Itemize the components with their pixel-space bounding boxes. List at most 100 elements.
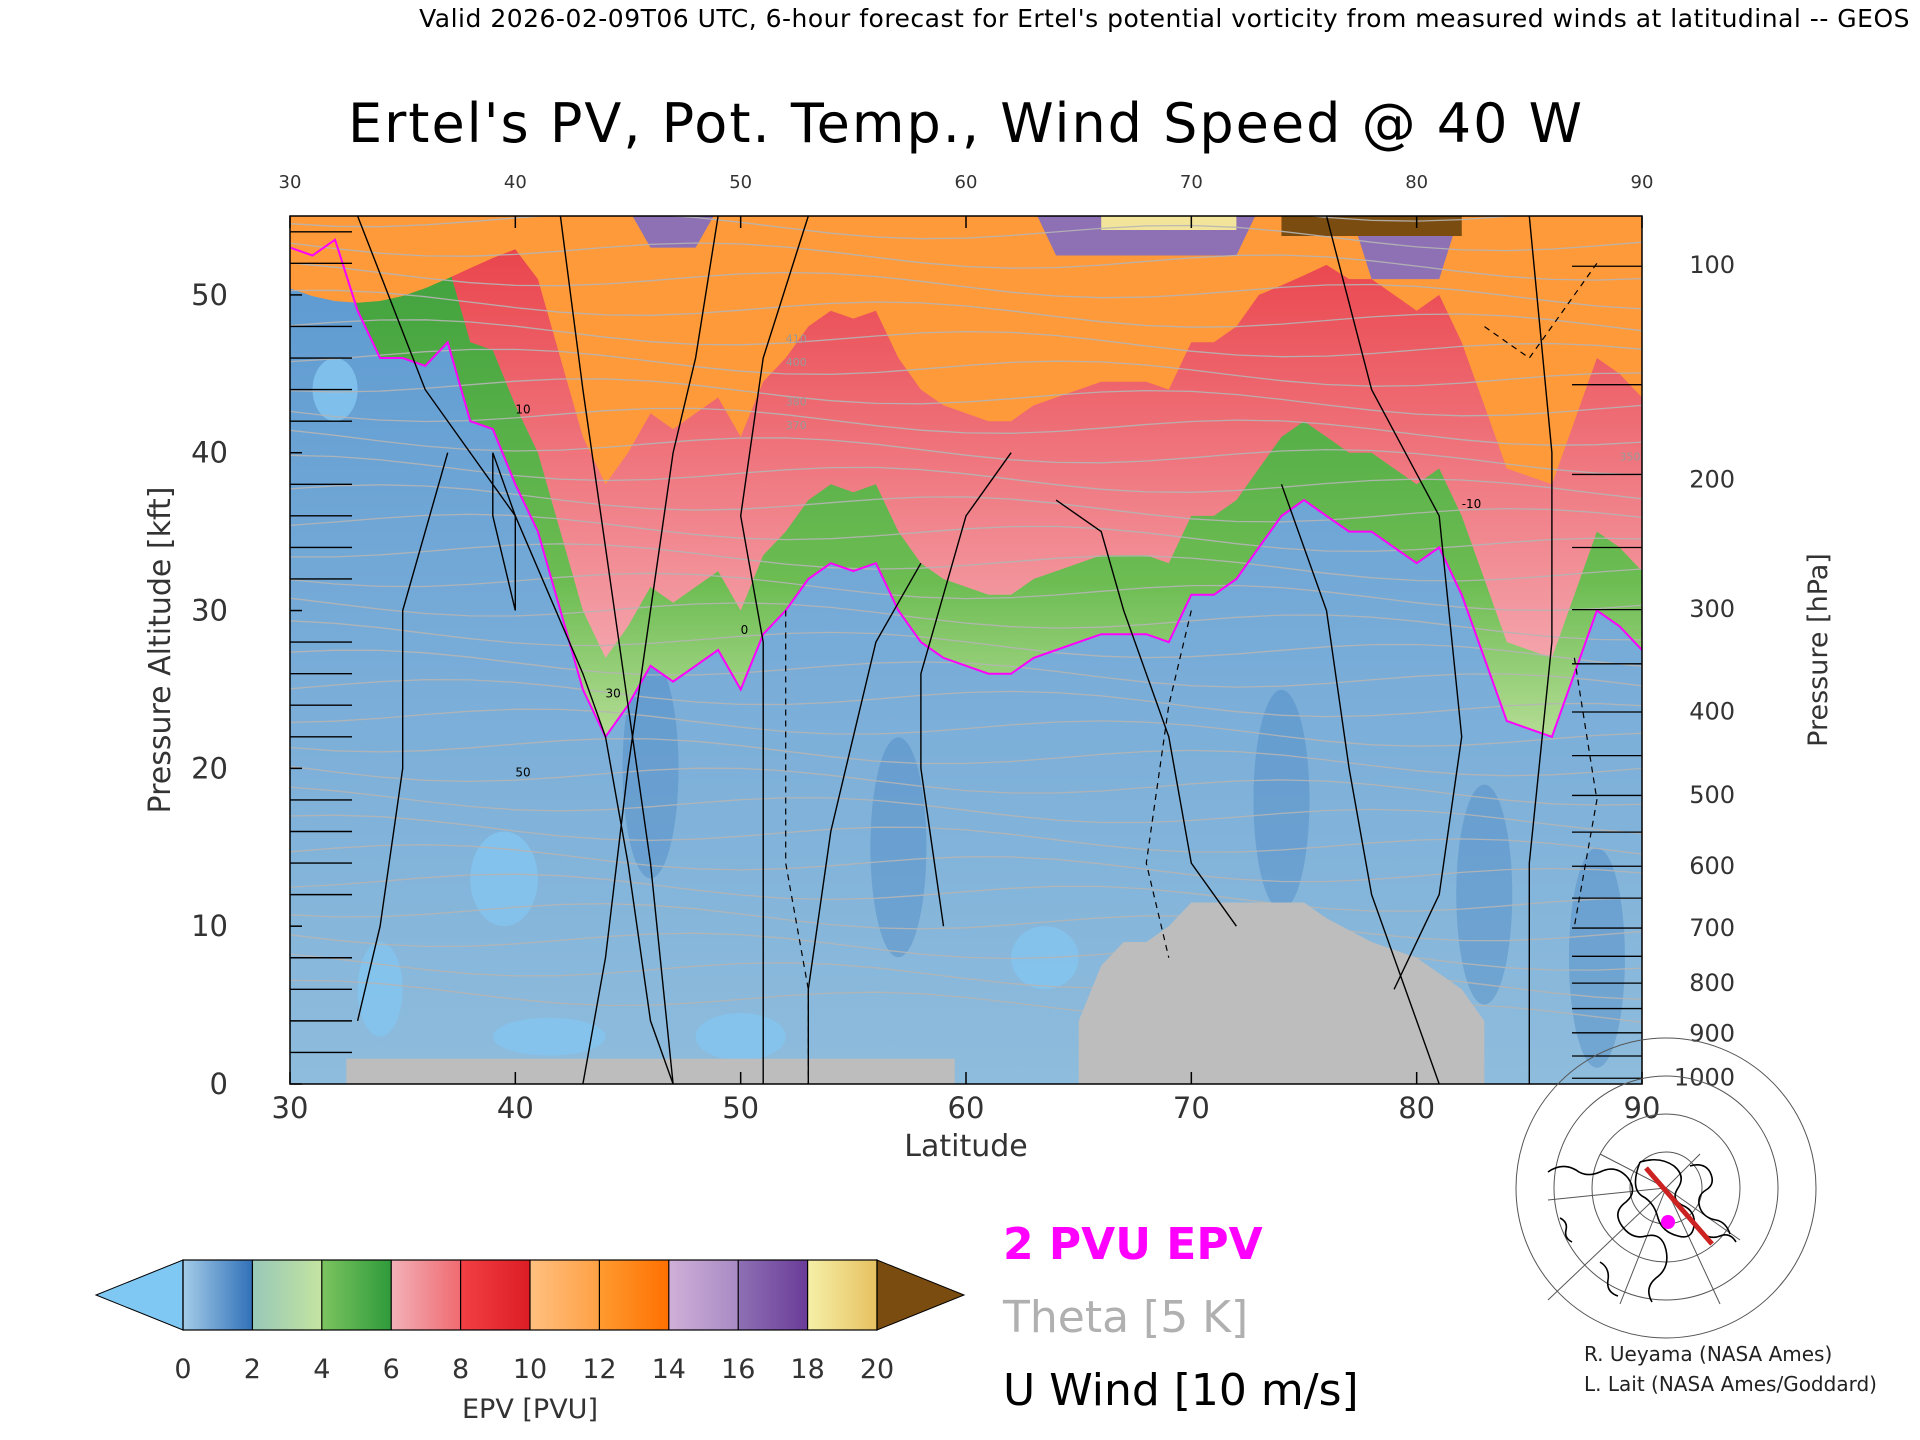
x-tick-label-40: 40 <box>497 1091 534 1125</box>
u-wind-negative-line-0 <box>785 610 809 1084</box>
colorbar-tick-label-2: 2 <box>244 1354 261 1385</box>
y-axis-left: 0 10 20 30 40 50 <box>191 231 352 1101</box>
theta-line-9 <box>290 738 1642 777</box>
y-left-tick-label-30: 30 <box>191 594 228 628</box>
colorbar-tick-label-14: 14 <box>652 1354 686 1385</box>
x-tick-label-90: 90 <box>1624 1091 1661 1125</box>
blue-streak-2 <box>1253 689 1310 910</box>
u-wind-line-5 <box>920 452 1012 927</box>
theta-line-12 <box>290 649 1642 688</box>
theta-line-24 <box>290 319 1642 358</box>
u-wind-line-2 <box>582 216 719 1084</box>
theta-label-3: 410 <box>786 332 807 345</box>
u-wind-label-3: 0 <box>741 623 749 637</box>
y-right-tick-label-900: 900 <box>1689 1019 1735 1047</box>
colorbar-tick-label-20: 20 <box>860 1354 894 1385</box>
y-right-tick-label-600: 600 <box>1689 852 1735 880</box>
y-left-tick-label-10: 10 <box>191 909 228 943</box>
u-wind-line-0 <box>356 216 674 1084</box>
u-wind-line-8 <box>1280 484 1440 1084</box>
epv-field: 370 380 400 410 350 10 30 50 0 -10 <box>290 216 1642 1084</box>
u-wind-line-6 <box>1055 499 1237 927</box>
y-axis-left-label: Pressure Altitude [kft] <box>143 487 178 814</box>
colorbar-segment-1 <box>252 1260 323 1330</box>
colorbar-segment-6 <box>599 1260 670 1330</box>
theta-line-3 <box>290 903 1642 942</box>
low-pv-patch-5 <box>470 831 538 927</box>
credit-line-1: R. Ueyama (NASA Ames) <box>1584 1342 1832 1366</box>
y-axis-right-label: Pressure [hPa] <box>1803 553 1834 747</box>
theta-contours <box>290 216 1642 1023</box>
y-left-tick-label-40: 40 <box>191 436 228 470</box>
theta-line-20 <box>290 429 1642 476</box>
epv-band-purple <box>290 216 1642 280</box>
theta-line-13 <box>290 620 1642 667</box>
y-left-tick-label-50: 50 <box>191 278 228 312</box>
y-right-tick-label-100: 100 <box>1689 251 1735 279</box>
colorbar-segment-2 <box>321 1260 392 1330</box>
colorbar-segment-8 <box>738 1260 809 1330</box>
theta-line-6 <box>290 814 1642 855</box>
theta-line-26 <box>290 262 1642 310</box>
u-wind-line-3 <box>739 216 809 1084</box>
u-wind-label-4: -10 <box>1462 497 1482 511</box>
theta-label-2: 400 <box>786 356 807 369</box>
legend-u-wind: U Wind [10 m/s] <box>1003 1365 1359 1416</box>
u-wind-contours <box>356 216 1553 1084</box>
valid-time-header: Valid 2026-02-09T06 UTC, 6-hour forecast… <box>419 4 1910 33</box>
low-pv-patch-2 <box>492 1017 606 1056</box>
theta-line-25 <box>290 289 1642 332</box>
x-top-tick-label-90: 90 <box>1631 172 1654 193</box>
u-wind-negative-line-1 <box>1145 610 1192 958</box>
u-wind-negative-contours <box>785 262 1598 1084</box>
epv-colorbar: 0 2 4 6 8 10 12 14 16 18 20 <box>94 1259 966 1385</box>
blue-streak-3 <box>1456 784 1513 1005</box>
colorbar-segment-4 <box>460 1260 531 1330</box>
u-wind-line-7 <box>1325 216 1463 990</box>
colorbar-segment-3 <box>391 1260 462 1330</box>
theta-label-0: 370 <box>786 419 807 432</box>
theta-line-7 <box>290 786 1642 834</box>
x-axis-bottom: 30 40 50 60 70 80 90 <box>272 1072 1661 1125</box>
chart-title: Ertel's PV, Pot. Temp., Wind Speed @ 40 … <box>348 92 1584 155</box>
theta-line-10 <box>290 708 1642 747</box>
theta-line-11 <box>290 679 1642 718</box>
colorbar-segment-7 <box>668 1260 739 1330</box>
x-tick-label-80: 80 <box>1398 1091 1435 1125</box>
inset-map <box>1515 1037 1817 1339</box>
colorbar-under-arrow <box>94 1259 184 1331</box>
y-right-tick-label-500: 500 <box>1689 781 1735 809</box>
x-top-tick-label-60: 60 <box>955 172 978 193</box>
colorbar-tick-label-16: 16 <box>721 1354 755 1385</box>
colorbar-tick-label-0: 0 <box>174 1354 191 1385</box>
x-axis-top: 30 40 50 60 70 80 90 <box>279 172 1654 228</box>
x-top-tick-label-40: 40 <box>504 172 527 193</box>
theta-line-21 <box>290 407 1642 446</box>
low-pv-patch-1 <box>357 941 403 1037</box>
colorbar-label: EPV [PVU] <box>462 1394 598 1425</box>
u-wind-line-10 <box>356 452 449 1022</box>
epv-band-brown <box>1281 216 1462 236</box>
u-wind-line-1 <box>559 216 674 1084</box>
x-top-tick-label-30: 30 <box>279 172 302 193</box>
pv-2pvu-line <box>290 238 1642 739</box>
u-wind-negative-line-3 <box>1573 657 1598 927</box>
y-right-tick-label-800: 800 <box>1689 969 1735 997</box>
theta-label-4: 350 <box>1619 451 1640 464</box>
colorbar-over-arrow <box>876 1259 966 1331</box>
terrain-ridge <box>346 1058 955 1084</box>
epv-band-orange <box>290 216 1642 485</box>
terrain-greenland <box>1078 902 1485 1084</box>
colorbar-tick-label-12: 12 <box>582 1354 616 1385</box>
credit-line-2: L. Lait (NASA Ames/Goddard) <box>1584 1372 1877 1396</box>
colorbar-tick-label-10: 10 <box>513 1354 547 1385</box>
y-right-tick-label-300: 300 <box>1689 595 1735 623</box>
colorbar-tick-label-6: 6 <box>383 1354 400 1385</box>
x-tick-label-70: 70 <box>1173 1091 1210 1125</box>
theta-line-4 <box>290 873 1642 912</box>
theta-line-5 <box>290 844 1642 883</box>
u-wind-label-1: 30 <box>605 686 620 700</box>
x-top-tick-label-80: 80 <box>1405 172 1428 193</box>
u-wind-label-0: 10 <box>515 402 530 416</box>
